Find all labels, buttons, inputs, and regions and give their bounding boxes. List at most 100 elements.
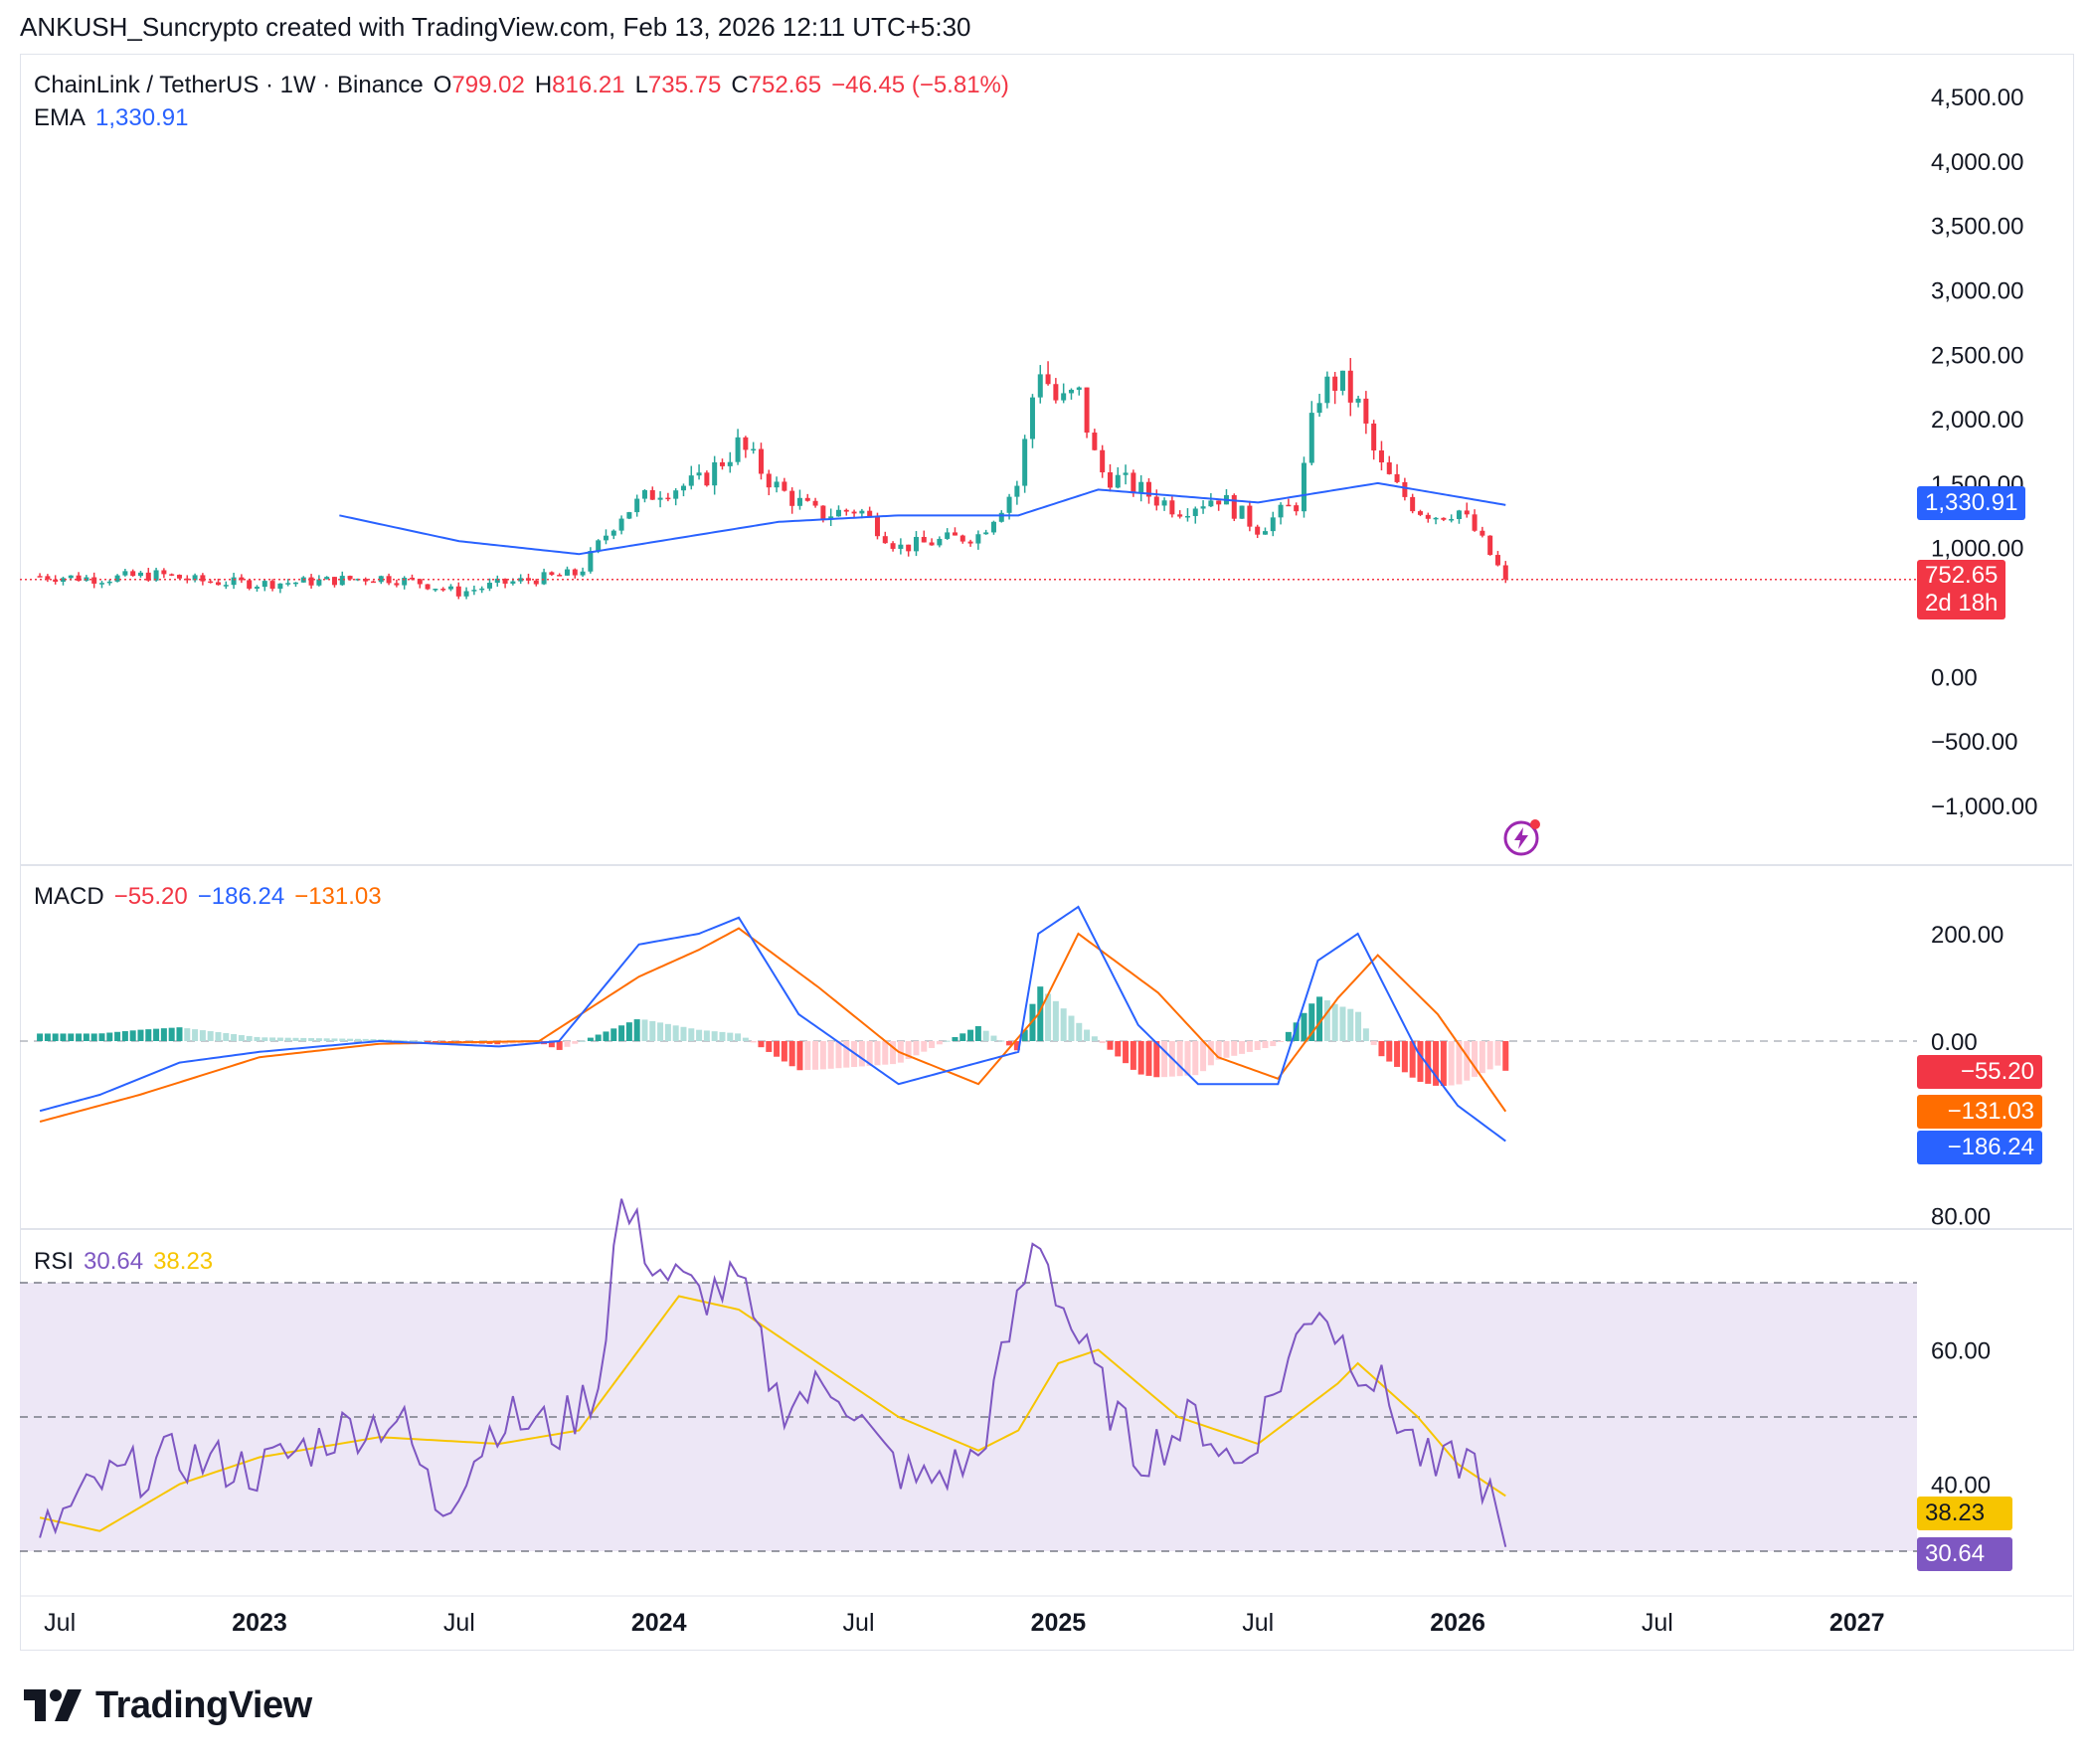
candle-body: [1378, 450, 1384, 463]
macd-histogram-bar: [238, 1034, 245, 1041]
close-label: C: [731, 72, 749, 98]
macd-legend[interactable]: MACD −55.20 −186.24 −131.03: [34, 883, 392, 911]
price-axis-tick: 0.00: [1931, 664, 1978, 691]
macd-histogram-bar: [657, 1022, 664, 1041]
symbol-label[interactable]: ChainLink / TetherUS · 1W · Binance: [34, 72, 424, 98]
ema-legend[interactable]: EMA 1,330.91: [34, 104, 198, 132]
macd-histogram-bar: [548, 1041, 555, 1048]
macd-histogram-bar: [192, 1029, 199, 1041]
macd-histogram-bar: [929, 1041, 936, 1048]
candle-body: [331, 577, 337, 586]
macd-histogram-bar: [959, 1033, 966, 1041]
candle-body: [1255, 526, 1261, 535]
candle-body: [98, 583, 104, 585]
candle-body: [835, 509, 841, 517]
macd-line: [39, 905, 1506, 1143]
candle-body: [1006, 496, 1012, 513]
lightning-bolt-icon[interactable]: [1501, 817, 1541, 857]
macd-histogram-bar: [60, 1033, 67, 1041]
macd-hist-value: −55.20: [113, 883, 188, 910]
macd-histogram-bar: [618, 1025, 625, 1041]
candle-body: [626, 512, 632, 519]
macd-histogram-bar: [819, 1041, 826, 1070]
candle-body: [967, 541, 973, 544]
candle-body: [1184, 515, 1190, 518]
candle-body: [137, 572, 143, 577]
candle-body: [1472, 514, 1478, 531]
candle-body: [60, 578, 66, 582]
macd-histogram-bar: [1425, 1041, 1432, 1084]
macd-histogram-bar: [246, 1035, 253, 1041]
macd-histogram-bar: [564, 1041, 571, 1047]
macd-histogram-bar: [944, 1040, 951, 1042]
change-value: −46.45 (−5.81%): [831, 72, 1009, 98]
macd-histogram-bar: [1464, 1041, 1471, 1081]
macd-histogram-bar: [827, 1041, 834, 1069]
candle-body: [1169, 500, 1175, 515]
ema-label: EMA: [34, 104, 87, 131]
candle-body: [1394, 473, 1400, 482]
macd-histogram-bar: [1223, 1041, 1230, 1058]
candle-body: [1294, 505, 1300, 512]
macd-histogram-bar: [1006, 1041, 1013, 1046]
candle-body: [378, 576, 384, 583]
candle-body: [1371, 423, 1377, 451]
macd-histogram-bar: [83, 1033, 89, 1041]
macd-histogram-bar: [572, 1041, 579, 1044]
macd-signal-tag: −131.03: [1917, 1095, 2042, 1129]
macd-histogram-bar: [199, 1030, 206, 1041]
macd-histogram-bar: [1339, 1006, 1346, 1041]
rsi-axis-tick: 60.00: [1931, 1338, 1991, 1365]
candle-body: [1115, 474, 1121, 488]
macd-histogram-bar: [1262, 1041, 1269, 1049]
macd-histogram-bar: [727, 1032, 734, 1041]
macd-histogram-bar: [292, 1037, 299, 1041]
ema-line: [339, 481, 1506, 556]
tradingview-logo[interactable]: TradingView: [24, 1683, 312, 1727]
candle-body: [959, 535, 965, 542]
macd-histogram-bar: [354, 1038, 361, 1041]
macd-histogram-bar: [339, 1038, 346, 1041]
rsi-value: 30.64: [84, 1248, 144, 1275]
candle-body: [1153, 496, 1159, 506]
macd-histogram-bar: [323, 1038, 330, 1041]
macd-histogram-bar: [1076, 1022, 1083, 1041]
macd-label: MACD: [34, 883, 104, 910]
candle-body: [1494, 555, 1500, 566]
macd-histogram-bar: [633, 1019, 640, 1041]
candle-body: [945, 532, 951, 539]
candle-body: [906, 544, 912, 552]
macd-histogram-bar: [1029, 1003, 1036, 1041]
macd-histogram-bar: [1386, 1041, 1393, 1062]
macd-histogram-bar: [890, 1041, 897, 1065]
price-axis-tick: 3,500.00: [1931, 214, 2023, 241]
candle-body: [37, 576, 43, 578]
time-axis-label: 2027: [1829, 1609, 1885, 1637]
macd-histogram-bar: [1045, 993, 1052, 1041]
macd-histogram-bar: [1270, 1041, 1277, 1047]
candle-body: [929, 542, 935, 546]
candle-body: [828, 516, 834, 520]
candle-body: [1316, 403, 1322, 414]
macd-histogram-bar: [1207, 1041, 1214, 1066]
candle-body: [247, 580, 253, 589]
macd-histogram-bar: [207, 1031, 214, 1041]
macd-histogram-bar: [1091, 1036, 1098, 1041]
candle-body: [200, 575, 206, 582]
macd-histogram-bar: [129, 1030, 136, 1041]
candle-body: [541, 572, 547, 585]
candle-body: [557, 575, 563, 577]
candle-body: [1084, 387, 1090, 434]
candle-body: [704, 472, 710, 486]
macd-histogram-bar: [788, 1041, 795, 1067]
candle-body: [634, 498, 640, 513]
candle-body: [1216, 500, 1222, 505]
candle-body: [1355, 398, 1361, 403]
candle-body: [1100, 449, 1106, 473]
candle-body: [1022, 439, 1028, 486]
rsi-ma-value: 38.23: [153, 1248, 214, 1275]
candle-body: [1123, 472, 1129, 475]
macd-histogram-bar: [1107, 1041, 1114, 1050]
rsi-legend[interactable]: RSI 30.64 38.23: [34, 1248, 223, 1276]
